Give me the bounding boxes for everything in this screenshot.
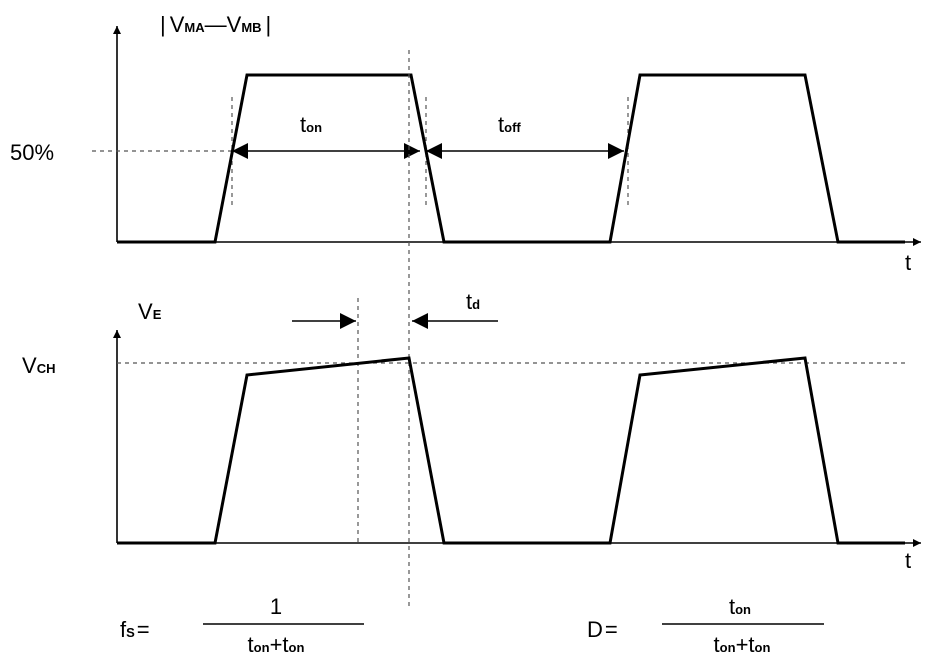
top-x-label: t (905, 250, 911, 275)
level-50pct-label: 50% (10, 140, 54, 165)
td-label: td (466, 289, 480, 314)
d-denominator: ton+ton (714, 632, 771, 655)
fs-denominator: ton+ton (248, 632, 305, 655)
t-off-label: toff (498, 112, 521, 137)
bottom-y-label: VE (138, 299, 162, 324)
top-plot: | VMA—VMB | 50% ton toff t (10, 12, 921, 275)
top-waveform (117, 73, 905, 244)
d-numerator: ton (729, 594, 751, 619)
bottom-x-label: t (905, 548, 911, 573)
formula-d: D= ton ton+ton (587, 594, 824, 655)
bottom-waveform (117, 356, 905, 545)
vch-label: VCH (22, 353, 55, 378)
top-y-label: | VMA—VMB | (160, 12, 271, 37)
d-lhs: D= (587, 617, 618, 642)
t-on-label: ton (300, 112, 322, 137)
bottom-plot: VE VCH td t (22, 289, 921, 573)
fs-lhs: fS= (120, 617, 150, 642)
formula-fs: fS= 1 ton+ton (120, 594, 364, 655)
fs-numerator: 1 (270, 594, 282, 619)
